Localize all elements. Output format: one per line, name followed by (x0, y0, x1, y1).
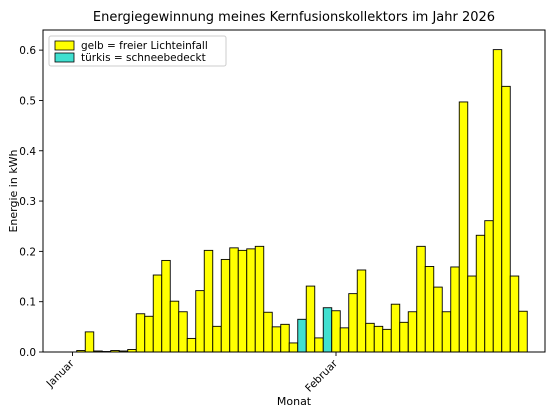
bar-22 (254, 245, 265, 353)
bar-31 (331, 310, 341, 353)
bar-24 (271, 326, 282, 353)
bar-39 (399, 321, 409, 353)
bar-19 (229, 247, 239, 353)
bar-51 (501, 85, 511, 353)
bar-32 (339, 327, 350, 353)
bar-41 (416, 245, 426, 353)
bar-15 (195, 290, 205, 353)
bar-14 (186, 337, 197, 353)
bar-18 (220, 258, 231, 353)
y-tick-label-5: 0.5 (19, 95, 36, 107)
bar-17 (212, 325, 222, 353)
bar-50 (492, 49, 503, 353)
bar-46 (458, 101, 469, 353)
legend-swatch-snow (54, 52, 75, 63)
bar-35 (365, 322, 375, 353)
bar-47 (467, 275, 477, 353)
y-tick-label-0: 0.0 (19, 347, 36, 359)
x-tick-label-0: Januar (44, 357, 77, 390)
bar-42 (424, 266, 435, 353)
bar-12 (169, 300, 180, 353)
x-axis-label: Monat (277, 395, 312, 408)
legend-swatch-free (54, 40, 75, 51)
bar-29 (314, 337, 324, 353)
bar-37 (382, 328, 392, 353)
bar-49 (484, 220, 494, 353)
bar-36 (373, 325, 384, 353)
y-axis: 0.0 0.1 0.2 0.3 0.4 0.5 0.6 (19, 45, 43, 359)
y-axis-label: Energie in kWh (7, 149, 20, 232)
bar-45 (450, 266, 460, 353)
bar-8 (135, 313, 146, 353)
bar-38 (390, 303, 401, 353)
bar-13 (178, 311, 188, 353)
bar-34 (356, 269, 367, 353)
bar-10 (152, 274, 163, 353)
bar-9 (144, 315, 154, 353)
bar-40 (407, 311, 418, 353)
bar-44 (441, 311, 452, 353)
bar-30 (322, 307, 333, 353)
legend: gelb = freier Lichteinfall türkis = schn… (48, 35, 227, 67)
bar-23 (263, 311, 273, 353)
plot-frame (42, 29, 546, 353)
bars-group (76, 49, 528, 353)
x-axis: Januar Februar (44, 352, 341, 395)
bar-20 (237, 249, 248, 353)
y-tick-label-2: 0.2 (19, 246, 36, 258)
bar-27 (297, 318, 307, 353)
bar-43 (433, 286, 443, 353)
legend-label-snow: türkis = schneebedeckt (81, 52, 206, 64)
legend-box (48, 35, 227, 67)
bar-33 (348, 293, 358, 353)
bar-28 (305, 285, 316, 353)
bar-52 (509, 275, 520, 353)
bar-26 (288, 342, 299, 353)
legend-label-free: gelb = freier Lichteinfall (81, 40, 208, 52)
bar-25 (280, 323, 290, 353)
bar-16 (203, 249, 214, 353)
y-tick-label-4: 0.4 (19, 146, 36, 158)
bar-2 (84, 331, 95, 353)
bar-21 (246, 248, 256, 353)
x-tick-label-1: Februar (303, 357, 340, 394)
bar-11 (161, 259, 171, 353)
y-tick-label-1: 0.1 (19, 297, 36, 309)
bar-53 (518, 310, 528, 353)
bar-48 (475, 234, 486, 353)
y-tick-label-3: 0.3 (19, 196, 36, 208)
y-tick-label-6: 0.6 (19, 45, 36, 57)
chart-title: Energiegewinnung meines Kernfusionskolle… (93, 10, 495, 25)
